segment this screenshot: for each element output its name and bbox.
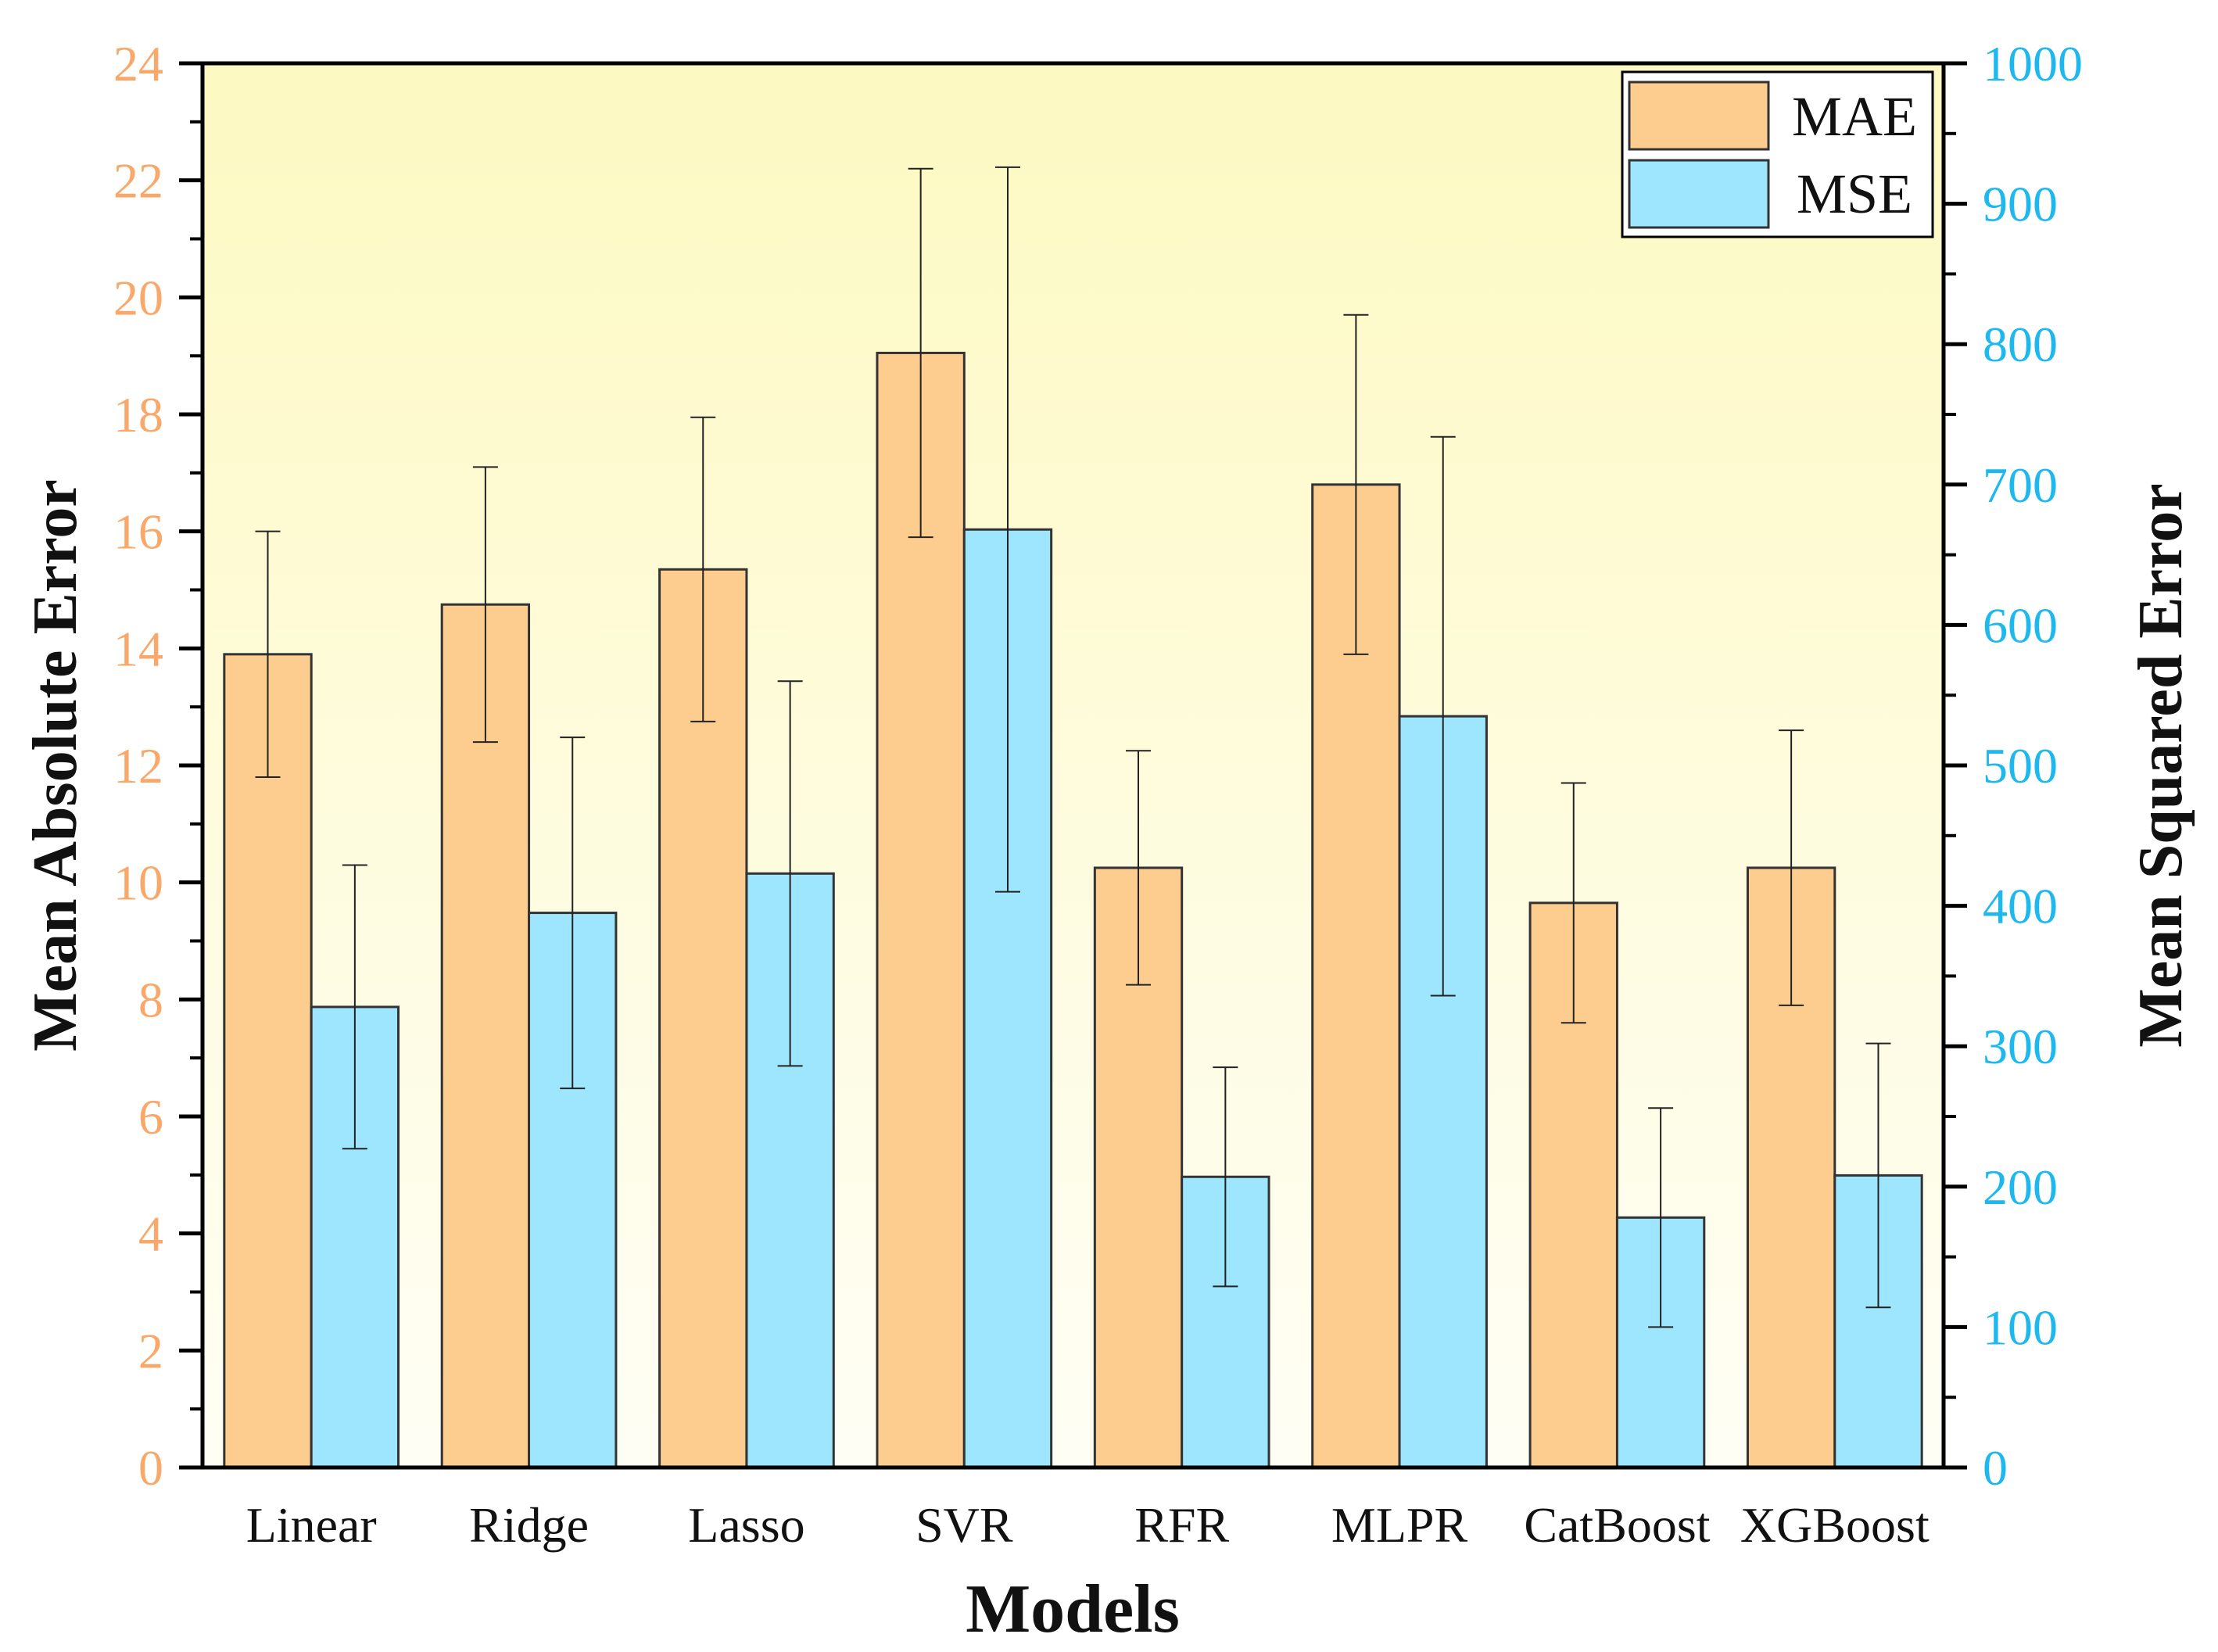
left-tick-label: 12 (113, 738, 163, 794)
x-axis: Linear Ridge Lasso SVR RFR MLPR CatBoost XGBoos… (246, 1497, 1930, 1553)
left-tick-label: 0 (138, 1440, 163, 1496)
x-tick-label-mlpr: MLPR (1331, 1497, 1468, 1553)
y-axis-right-title: Mean Squared Error (2127, 483, 2195, 1047)
x-tick-label-catboost: CatBoost (1524, 1497, 1710, 1553)
left-tick-label: 24 (113, 36, 163, 91)
legend-label-mse: MSE (1797, 163, 1912, 225)
legend-label-mae: MAE (1792, 85, 1917, 148)
left-tick-label: 2 (138, 1323, 163, 1378)
left-tick-label: 20 (113, 270, 163, 325)
x-tick-label-svr: SVR (916, 1497, 1013, 1553)
right-tick-label: 0 (1983, 1440, 2008, 1496)
right-tick-label: 700 (1983, 457, 2058, 513)
right-axis: 0 100 200 300 400 500 600 700 800 900 1000 (1944, 36, 2083, 1496)
right-tick-label: 600 (1983, 597, 2058, 653)
legend-swatch-mse (1628, 159, 1770, 229)
left-tick-label: 10 (113, 855, 163, 911)
right-tick-label: 1000 (1983, 36, 2083, 91)
y-axis-left-title: Mean Absolute Error (21, 479, 90, 1052)
x-axis-title: Models (966, 1571, 1180, 1647)
left-tick-label: 8 (138, 972, 163, 1027)
left-tick-label: 4 (138, 1206, 163, 1262)
bar-mae-linear (223, 653, 313, 1469)
x-tick-label-rfr: RFR (1134, 1497, 1229, 1553)
legend-swatch-mae (1628, 81, 1770, 151)
x-tick-label-linear: Linear (246, 1497, 377, 1553)
left-tick-label: 18 (113, 387, 163, 443)
right-tick-label: 200 (1983, 1159, 2058, 1215)
right-tick-label: 300 (1983, 1019, 2058, 1074)
x-tick-label-xgboost: XGBoost (1740, 1497, 1930, 1553)
left-tick-label: 22 (113, 153, 163, 209)
right-tick-label: 100 (1983, 1299, 2058, 1355)
right-tick-label: 800 (1983, 317, 2058, 372)
x-tick-label-ridge: Ridge (469, 1497, 589, 1553)
left-tick-label: 14 (113, 621, 163, 676)
left-tick-label: 16 (113, 504, 163, 560)
x-tick-label-lasso: Lasso (688, 1497, 804, 1553)
right-tick-label: 900 (1983, 177, 2058, 232)
errorbars-layer (255, 166, 1891, 1328)
right-tick-label: 500 (1983, 738, 2058, 794)
legend: MAE MSE (1621, 70, 1934, 238)
left-tick-label: 6 (138, 1089, 163, 1145)
right-tick-label: 400 (1983, 879, 2058, 934)
